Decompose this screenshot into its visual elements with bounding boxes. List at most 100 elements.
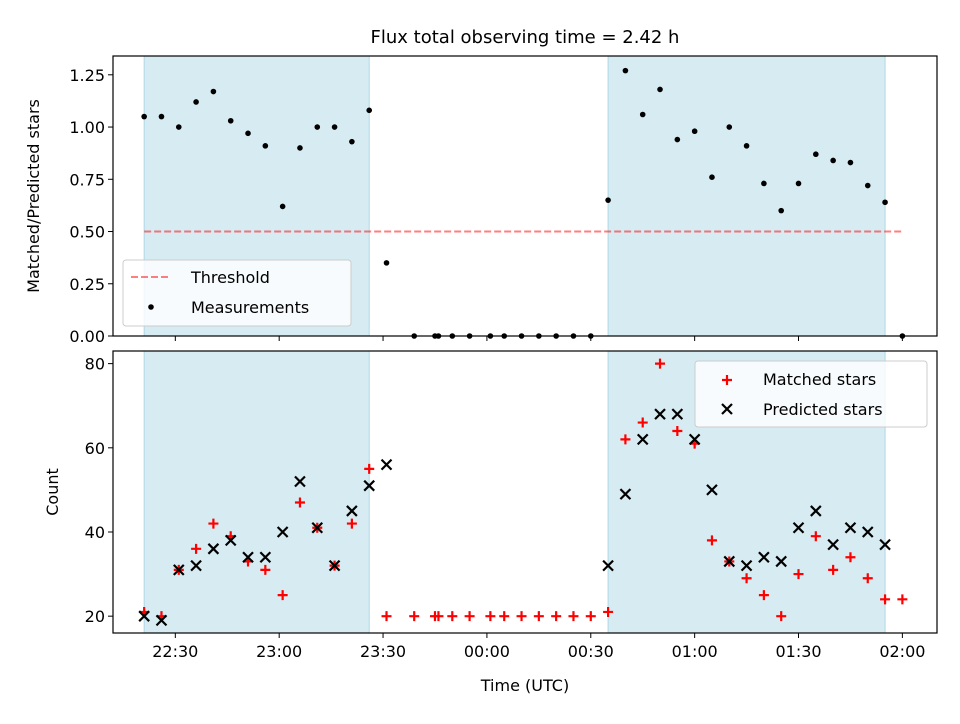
predicted-star-point: [688, 433, 701, 446]
predicted-star-point: [138, 610, 150, 622]
matched-star-point: [603, 606, 614, 617]
measurement-point: [349, 138, 355, 145]
matched-star-point: [706, 535, 717, 546]
predicted-star-point: [155, 614, 168, 627]
matched-star-point: [880, 594, 891, 605]
matched-star-point: [346, 518, 357, 529]
measurement-point: [657, 86, 663, 93]
predicted-star-point: [259, 551, 272, 564]
predicted-star-point: [242, 551, 254, 564]
legend-measurement-label: Measurements: [191, 298, 309, 317]
predicted-star-point: [758, 551, 770, 564]
measurement-point: [193, 99, 199, 105]
legend-predicted-label: Predicted stars: [763, 400, 883, 419]
predicted-star-point: [619, 488, 632, 500]
matched-star-point: [447, 611, 458, 622]
y-tick-label: 20: [85, 607, 105, 626]
matched-star-point: [672, 425, 683, 436]
measurement-point: [279, 203, 286, 210]
measurement-point: [847, 159, 854, 166]
measurement-point: [778, 207, 785, 214]
axes-frame: [112, 55, 938, 337]
predicted-star-point: [879, 538, 891, 551]
axes-frame: [112, 350, 938, 634]
predicted-star-point: [861, 526, 874, 538]
legend-box: [122, 259, 352, 327]
predicted-star-point: [706, 484, 718, 496]
matched-star-point: [776, 611, 787, 622]
ratio-panel: 0.00 0.25 0.50 0.75 1.00 1.25 Matched/Predicte…: [24, 55, 938, 346]
matched-star-point: [277, 590, 288, 601]
legend-box: [694, 360, 928, 428]
shaded-region-1: [143, 350, 370, 634]
measurement-point: [245, 130, 251, 137]
predicted-star-point: [346, 505, 358, 517]
matched-star-point: [433, 611, 444, 622]
matched-star-point: [793, 569, 804, 580]
x-axis-label: Time (UTC): [480, 676, 569, 695]
x-tick-label: 00:30: [568, 642, 614, 661]
chart-title: Flux total observing time = 2.42 h: [371, 27, 680, 48]
measurement-point: [314, 124, 321, 130]
x-tick-label: 00:00: [464, 642, 510, 661]
matched-star-point: [464, 611, 475, 622]
y-tick-label: 0.50: [69, 223, 105, 242]
matched-star-point: [533, 611, 544, 622]
x-tick-label: 22:30: [152, 642, 198, 661]
count-panel: 20 40 60 80 22:30 23:00 23:30 00:00 00:30 01:00 01…: [43, 350, 938, 661]
predicted-star-point: [224, 534, 237, 547]
matched-star-point: [260, 564, 271, 575]
matched-star-point: [862, 573, 873, 584]
predicted-star-point: [380, 458, 393, 471]
measurement-point: [262, 143, 269, 149]
predicted-star-point: [654, 408, 666, 420]
legend-predicted-swatch: [721, 403, 733, 415]
measurement-point: [743, 143, 750, 149]
measurement-point: [761, 180, 767, 187]
measurement-point: [175, 124, 182, 130]
x-tick-label: 02:00: [879, 642, 925, 661]
predicted-star-point: [328, 559, 341, 572]
predicted-star-point: [294, 475, 306, 488]
y-tick-label: 1.00: [69, 118, 105, 137]
predicted-star-point: [636, 433, 649, 446]
predicted-star-point: [602, 559, 614, 572]
y-axis-label: Count: [43, 468, 62, 516]
measurement-point: [227, 117, 234, 124]
predicted-star-point: [671, 408, 684, 420]
matched-star-point: [568, 611, 579, 622]
matched-star-point: [620, 434, 631, 445]
predicted-star-point: [276, 526, 289, 538]
matched-star-point: [741, 573, 752, 584]
legend-matched-swatch: [722, 375, 732, 385]
matched-star-point: [845, 552, 856, 563]
predicted-star-point: [173, 564, 185, 576]
measurement-point: [674, 136, 681, 143]
matched-star-point: [810, 531, 821, 542]
measurement-point: [297, 145, 303, 151]
measurement-point: [605, 197, 611, 203]
measurement-point: [813, 151, 819, 158]
predicted-star-point: [311, 521, 324, 534]
predicted-star-point: [207, 543, 220, 555]
matched-star-point: [828, 564, 839, 575]
y-axis-label: Matched/Predicted stars: [24, 99, 43, 293]
y-tick-label: 0.75: [69, 170, 105, 189]
measurement-point: [383, 260, 390, 266]
predicted-star-point: [723, 555, 736, 568]
measurement-point: [639, 111, 646, 118]
matched-star-point: [191, 543, 202, 554]
predicted-star-point: [792, 521, 805, 534]
measurement-point: [366, 107, 373, 114]
legend-matched-label: Matched stars: [763, 370, 876, 389]
predicted-star-point: [775, 555, 787, 568]
x-tick-label: 01:00: [672, 642, 718, 661]
y-tick-label: 60: [85, 439, 105, 458]
y-tick-label: 1.25: [69, 66, 105, 85]
y-tick-label: 40: [85, 523, 105, 542]
measurement-point: [141, 113, 147, 120]
predicted-star-point: [740, 559, 753, 572]
legend-measurement-swatch: [148, 304, 154, 310]
